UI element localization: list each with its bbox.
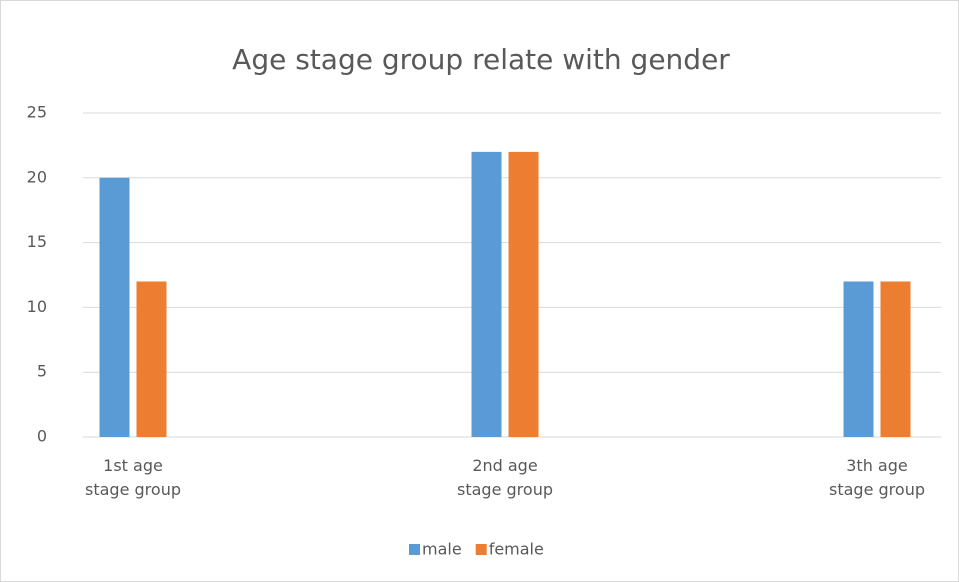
y-tick-label: 0: [37, 427, 47, 446]
legend-swatch: [409, 544, 420, 555]
bar: [880, 281, 911, 437]
bar: [136, 281, 167, 437]
y-tick-label: 20: [27, 167, 47, 186]
legend-swatch: [475, 544, 487, 555]
chart-title: Age stage group relate with gender: [232, 43, 730, 76]
x-tick-label: 3th age stage group: [829, 456, 925, 499]
legend-label: male: [422, 540, 462, 559]
y-tick-label: 15: [27, 232, 47, 251]
bar: [843, 281, 874, 437]
x-tick-label: 1st age stage group: [85, 456, 181, 499]
bar: [471, 151, 502, 437]
y-tick-label: 10: [27, 297, 47, 316]
bar: [508, 151, 539, 437]
y-tick-label: 25: [27, 103, 47, 122]
legend-label: female: [489, 540, 544, 559]
y-tick-label: 5: [37, 362, 47, 381]
bar: [99, 177, 130, 438]
x-tick-label: 2nd age stage group: [457, 456, 553, 499]
